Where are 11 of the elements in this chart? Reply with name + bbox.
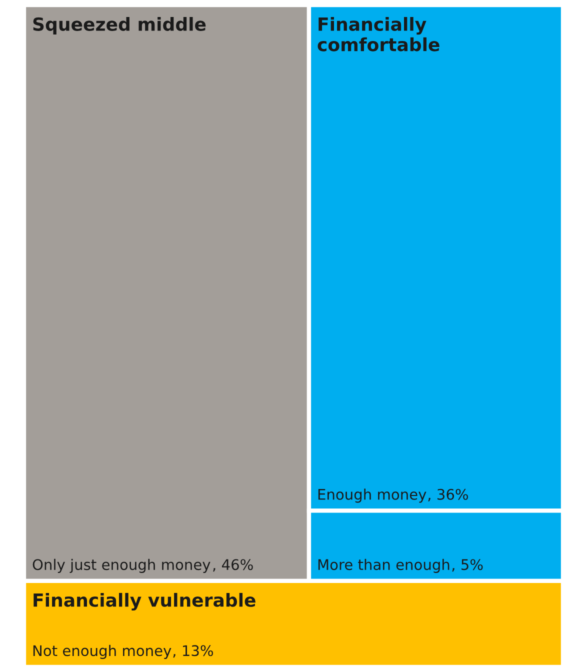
- data-label: , 46%: [213, 559, 253, 572]
- series-label: Squeezed middle: [33, 17, 206, 34]
- category-label: Only just enough money: [32, 558, 210, 573]
- data-label: , 36%: [428, 488, 468, 502]
- data-label: , 13%: [173, 645, 214, 658]
- category-label: More than enough: [318, 558, 450, 573]
- data-label: , 5%: [452, 559, 483, 572]
- category-label: Not enough money: [33, 644, 172, 659]
- category-label: Enough money: [318, 488, 426, 503]
- series-label: Financially comfortable: [318, 17, 440, 52]
- series-label: Financially vulnerable: [34, 592, 256, 611]
